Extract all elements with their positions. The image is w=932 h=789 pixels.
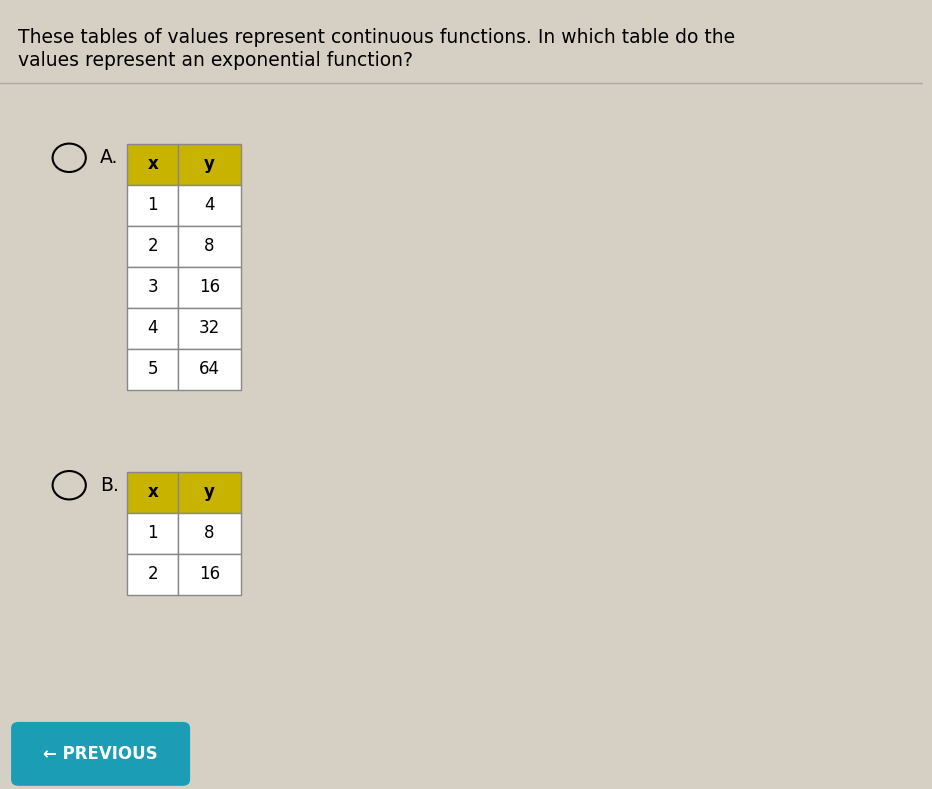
Text: 1: 1 [147, 525, 158, 542]
FancyBboxPatch shape [128, 513, 178, 554]
FancyBboxPatch shape [128, 472, 178, 513]
FancyBboxPatch shape [128, 226, 178, 267]
Text: 2: 2 [147, 237, 158, 255]
Text: ← PREVIOUS: ← PREVIOUS [43, 745, 158, 763]
Text: 1: 1 [147, 196, 158, 214]
Text: 3: 3 [147, 279, 158, 296]
FancyBboxPatch shape [128, 267, 178, 308]
Text: 8: 8 [204, 237, 214, 255]
Text: 16: 16 [199, 279, 220, 296]
Text: values represent an exponential function?: values represent an exponential function… [19, 51, 414, 70]
FancyBboxPatch shape [178, 472, 240, 513]
FancyBboxPatch shape [178, 513, 240, 554]
Text: 4: 4 [204, 196, 214, 214]
Text: 64: 64 [199, 361, 220, 378]
Text: These tables of values represent continuous functions. In which table do the: These tables of values represent continu… [19, 28, 735, 47]
FancyBboxPatch shape [128, 185, 178, 226]
Text: 8: 8 [204, 525, 214, 542]
Text: x: x [147, 484, 158, 501]
FancyBboxPatch shape [128, 349, 178, 390]
Text: 4: 4 [147, 320, 158, 337]
Text: 16: 16 [199, 566, 220, 583]
Text: 5: 5 [147, 361, 158, 378]
FancyBboxPatch shape [178, 226, 240, 267]
Text: y: y [204, 155, 215, 173]
Text: x: x [147, 155, 158, 173]
Text: 2: 2 [147, 566, 158, 583]
Text: B.: B. [100, 476, 118, 495]
FancyBboxPatch shape [178, 554, 240, 595]
Text: A.: A. [100, 148, 118, 167]
FancyBboxPatch shape [178, 308, 240, 349]
FancyBboxPatch shape [128, 144, 178, 185]
FancyBboxPatch shape [11, 722, 190, 786]
Text: y: y [204, 484, 215, 501]
FancyBboxPatch shape [178, 144, 240, 185]
Text: 32: 32 [199, 320, 220, 337]
FancyBboxPatch shape [128, 308, 178, 349]
FancyBboxPatch shape [128, 554, 178, 595]
FancyBboxPatch shape [178, 349, 240, 390]
FancyBboxPatch shape [178, 185, 240, 226]
FancyBboxPatch shape [178, 267, 240, 308]
